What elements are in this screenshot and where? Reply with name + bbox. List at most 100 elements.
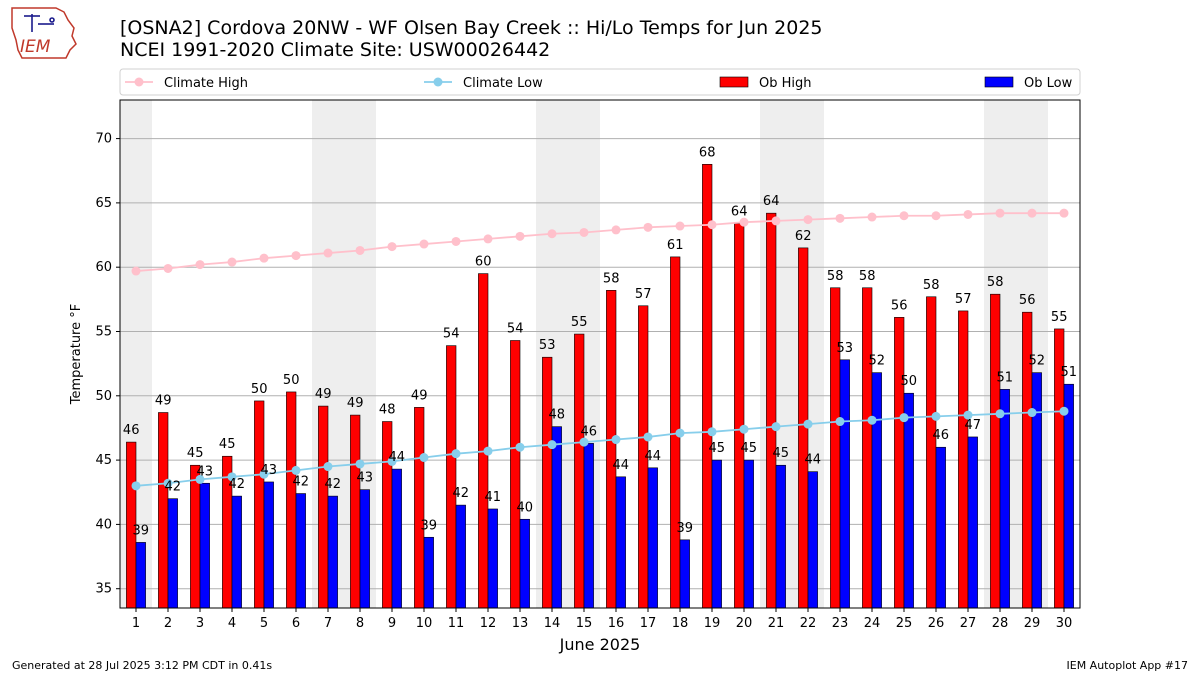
ob-low-label: 39 — [421, 518, 438, 533]
climate-high-point — [675, 221, 685, 231]
ob-high-label: 56 — [1019, 293, 1036, 308]
ob-high-bar — [446, 345, 457, 609]
ob-low-bar — [423, 536, 434, 609]
x-tick-label: 15 — [576, 616, 593, 631]
ob-low-label: 39 — [677, 521, 694, 536]
climate-low-point — [771, 422, 781, 432]
ob-high-label: 54 — [507, 321, 524, 336]
ob-low-label: 52 — [1029, 354, 1046, 369]
climate-high-point — [451, 236, 461, 246]
ob-low-label: 41 — [485, 490, 502, 505]
ob-low-bar — [1063, 383, 1074, 609]
climate-low-point — [323, 462, 333, 472]
ob-high-label: 55 — [571, 315, 588, 330]
climate-low-point — [227, 472, 237, 482]
ob-low-bar — [295, 493, 306, 609]
ob-high-label: 49 — [411, 388, 428, 403]
ob-low-bar — [679, 539, 690, 609]
ob-low-label: 44 — [645, 449, 662, 464]
x-tick-label: 12 — [480, 616, 497, 631]
ob-high-label: 48 — [379, 403, 396, 418]
legend-bar-swatch — [719, 76, 749, 88]
ob-high-label: 50 — [251, 382, 268, 397]
climate-low-point — [291, 465, 301, 475]
climate-low-point — [707, 427, 717, 437]
ob-high-bar — [958, 310, 969, 609]
ob-low-label: 46 — [933, 428, 950, 443]
ob-high-bar — [542, 356, 553, 609]
x-tick-label: 20 — [736, 616, 753, 631]
ob-high-label: 58 — [603, 271, 620, 286]
x-tick-label: 28 — [992, 616, 1009, 631]
climate-high-point — [771, 216, 781, 226]
climate-high-point — [643, 222, 653, 232]
ob-high-label: 64 — [731, 204, 748, 219]
climate-high-point — [707, 220, 717, 230]
x-tick-label: 21 — [768, 616, 785, 631]
x-tick-label: 4 — [228, 616, 236, 631]
ob-low-label: 42 — [293, 475, 310, 490]
ob-low-bar — [135, 542, 146, 609]
climate-high-point — [195, 260, 205, 270]
legend: Climate High Climate Low Ob High Ob Low — [119, 68, 1081, 96]
ob-high-bar — [350, 414, 361, 609]
x-tick-label: 18 — [672, 616, 689, 631]
ob-high-bar — [734, 223, 745, 609]
ob-low-label: 46 — [581, 424, 598, 439]
legend-marker — [134, 77, 144, 87]
logo-text: IEM — [20, 37, 51, 57]
ob-low-bar — [167, 498, 178, 609]
ob-low-label: 42 — [453, 486, 470, 501]
ob-high-bar — [478, 273, 489, 609]
ob-low-label: 45 — [741, 441, 758, 456]
climate-high-point — [995, 208, 1005, 218]
ob-high-label: 45 — [219, 437, 236, 452]
x-tick-label: 27 — [960, 616, 977, 631]
ob-low-label: 51 — [1061, 365, 1078, 380]
climate-low-point — [643, 432, 653, 442]
ob-high-label: 46 — [123, 423, 140, 438]
ob-low-bar — [711, 459, 722, 609]
x-tick-label: 3 — [196, 616, 204, 631]
title-line-2: NCEI 1991-2020 Climate Site: USW00026442 — [120, 39, 551, 61]
climate-low-point — [259, 469, 269, 479]
ob-low-bar — [871, 372, 882, 609]
legend-bar-swatch — [984, 76, 1014, 88]
ob-high-label: 57 — [635, 287, 652, 302]
x-tick-label: 8 — [356, 616, 364, 631]
ob-low-label: 50 — [901, 374, 918, 389]
x-tick-label: 22 — [800, 616, 817, 631]
climate-low-point — [483, 446, 493, 456]
ob-high-bar — [574, 333, 585, 609]
ob-high-label: 68 — [699, 145, 716, 160]
ob-low-label: 44 — [389, 450, 406, 465]
ob-low-bar — [967, 436, 978, 609]
ob-low-label: 45 — [773, 446, 790, 461]
ob-high-label: 54 — [443, 327, 460, 342]
ob-high-label: 49 — [347, 396, 364, 411]
x-tick-label: 23 — [832, 616, 849, 631]
bar-labels: 46 39 49 42 45 43 45 42 50 43 50 42 49 42 49 43 48 44 49 39… — [123, 145, 1077, 538]
ob-low-label: 44 — [613, 458, 630, 473]
legend-marker — [433, 77, 443, 87]
ob-high-bar — [606, 290, 617, 609]
climate-low-point — [899, 413, 909, 423]
ob-high-label: 50 — [283, 373, 300, 388]
ob-high-label: 56 — [891, 298, 908, 313]
x-tick-label: 11 — [448, 616, 465, 631]
x-tick-label: 9 — [388, 616, 396, 631]
ob-low-label: 52 — [869, 354, 886, 369]
climate-high-line — [135, 212, 1064, 272]
x-tick-label: 6 — [292, 616, 300, 631]
ob-low-label: 43 — [357, 471, 374, 486]
chart-title: [OSNA2] Cordova 20NW - WF Olsen Bay Cree… — [120, 17, 823, 61]
x-tick-label: 25 — [896, 616, 913, 631]
climate-high-point — [931, 211, 941, 221]
ob-low-bar — [455, 504, 466, 609]
y-tick-label: 50 — [95, 389, 112, 404]
climate-low-point — [867, 415, 877, 425]
y-axis-label: Temperature °F — [69, 304, 84, 405]
ob-low-bar — [231, 495, 242, 609]
ob-high-label: 58 — [987, 275, 1004, 290]
climate-high-point — [259, 253, 269, 263]
